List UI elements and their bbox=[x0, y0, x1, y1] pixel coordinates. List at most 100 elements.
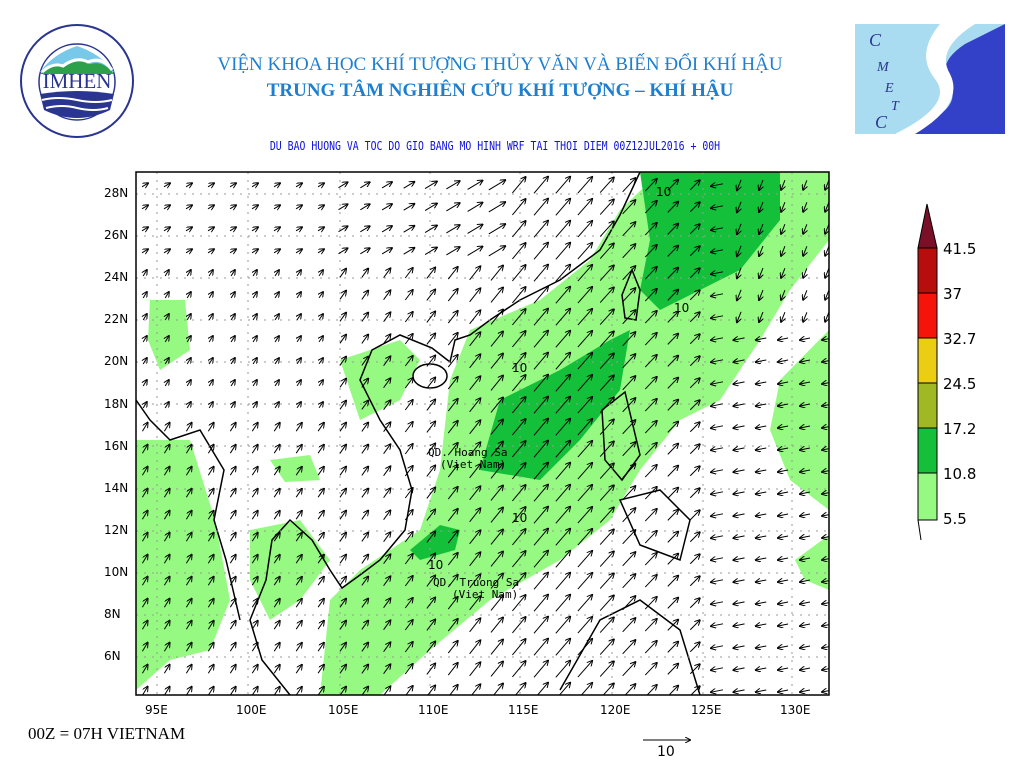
wind-arrow bbox=[781, 223, 785, 234]
wind-arrow bbox=[490, 288, 503, 303]
wind-arrow bbox=[644, 421, 657, 434]
wind-arrow bbox=[338, 182, 348, 189]
wind-arrow bbox=[756, 448, 767, 450]
wind-arrow bbox=[577, 177, 592, 194]
lat-tick-label: 26N bbox=[104, 228, 129, 243]
wind-arrow bbox=[689, 510, 699, 521]
wind-arrow bbox=[424, 203, 437, 211]
wind-arrow bbox=[295, 489, 302, 498]
wind-arrow bbox=[163, 183, 170, 187]
wind-arrow bbox=[447, 267, 457, 280]
wind-arrow bbox=[383, 664, 391, 674]
wind-arrow bbox=[185, 533, 191, 542]
cmetc-logo: C M E T C bbox=[855, 24, 1005, 134]
wind-arrow bbox=[577, 551, 592, 568]
wind-arrow bbox=[759, 311, 763, 322]
wind-arrow bbox=[273, 687, 280, 695]
wind-arrow bbox=[756, 426, 767, 428]
wind-arrow bbox=[295, 467, 302, 476]
wind-arrow bbox=[426, 532, 435, 543]
wind-arrow bbox=[825, 290, 829, 299]
wind-arrow bbox=[577, 221, 592, 238]
wind-arrow bbox=[622, 530, 636, 545]
wind-arrow bbox=[825, 224, 829, 233]
wind-arrow bbox=[273, 423, 280, 432]
wind-arrow bbox=[404, 466, 412, 477]
wind-arrow bbox=[361, 313, 368, 322]
wind-arrow bbox=[759, 245, 763, 256]
wind-arrow bbox=[711, 316, 724, 318]
wind-arrow bbox=[426, 510, 435, 521]
wind-arrow bbox=[163, 467, 169, 476]
wind-arrow bbox=[185, 577, 191, 586]
wind-arrow bbox=[644, 179, 657, 192]
wind-arrow bbox=[209, 402, 213, 409]
wind-arrow bbox=[141, 533, 147, 542]
wind-arrow bbox=[825, 180, 829, 189]
wind-arrow bbox=[403, 248, 415, 255]
wind-arrow bbox=[555, 617, 570, 634]
lat-tick-label: 10N bbox=[104, 564, 129, 579]
wind-arrow bbox=[317, 687, 324, 695]
wind-arrow bbox=[577, 397, 592, 414]
wind-arrow bbox=[622, 574, 636, 589]
wind-arrow bbox=[295, 533, 302, 542]
wind-arrow bbox=[338, 248, 348, 255]
wind-arrow bbox=[447, 531, 457, 544]
wind-arrow bbox=[360, 182, 369, 189]
wind-arrow bbox=[490, 640, 503, 655]
wind-arrow bbox=[689, 290, 699, 301]
wind-arrow bbox=[599, 309, 614, 325]
wind-arrow bbox=[737, 245, 742, 256]
wind-vectors bbox=[141, 177, 829, 695]
wind-arrow bbox=[490, 464, 503, 479]
wind-arrow bbox=[251, 423, 257, 432]
wind-arrow bbox=[577, 199, 592, 216]
wind-arrow bbox=[253, 380, 257, 387]
wind-arrow bbox=[822, 338, 829, 340]
wind-arrow bbox=[646, 685, 657, 695]
wind-arrow bbox=[185, 643, 191, 652]
wind-arrow bbox=[275, 358, 279, 365]
wind-arrow bbox=[599, 265, 614, 281]
wind-arrow bbox=[185, 423, 191, 432]
wind-arrow bbox=[711, 448, 724, 450]
wind-arrow bbox=[251, 227, 258, 231]
wind-arrow bbox=[555, 287, 570, 304]
wind-arrow bbox=[512, 287, 525, 304]
wind-arrow bbox=[533, 529, 548, 546]
wind-arrow bbox=[533, 199, 548, 216]
wind-arrow bbox=[273, 445, 280, 454]
wind-arrow bbox=[577, 639, 592, 656]
wind-arrow bbox=[141, 489, 147, 498]
wind-arrow bbox=[711, 228, 724, 230]
wind-arrow bbox=[778, 448, 789, 450]
wind-arrow bbox=[622, 332, 636, 347]
wind-arrow bbox=[229, 511, 235, 520]
wind-arrow bbox=[533, 287, 548, 304]
wind-arrow bbox=[361, 687, 368, 695]
wind-arrow bbox=[822, 404, 829, 406]
wind-arrow bbox=[533, 441, 548, 458]
wind-arrow bbox=[361, 357, 368, 366]
wind-arrow bbox=[577, 529, 592, 546]
wind-arrow bbox=[141, 423, 147, 432]
wind-arrow bbox=[231, 358, 235, 365]
wind-arrow bbox=[759, 223, 763, 234]
wind-arrow bbox=[253, 336, 257, 343]
wind-arrow bbox=[490, 530, 503, 545]
wind-arrow bbox=[667, 202, 678, 213]
wind-arrow bbox=[141, 205, 148, 209]
wind-arrow bbox=[361, 555, 368, 564]
wind-arrow bbox=[711, 360, 724, 362]
contour-label: 10 bbox=[656, 185, 671, 199]
wind-arrow bbox=[251, 249, 258, 253]
wind-arrow bbox=[404, 642, 412, 653]
wind-arrow bbox=[447, 399, 457, 412]
wind-arrow bbox=[533, 331, 548, 348]
wind-arrow bbox=[512, 617, 525, 634]
wind-arrow bbox=[778, 602, 789, 604]
wind-arrow bbox=[689, 466, 699, 477]
lon-tick-label: 120E bbox=[600, 703, 631, 717]
wind-arrow bbox=[512, 243, 525, 260]
